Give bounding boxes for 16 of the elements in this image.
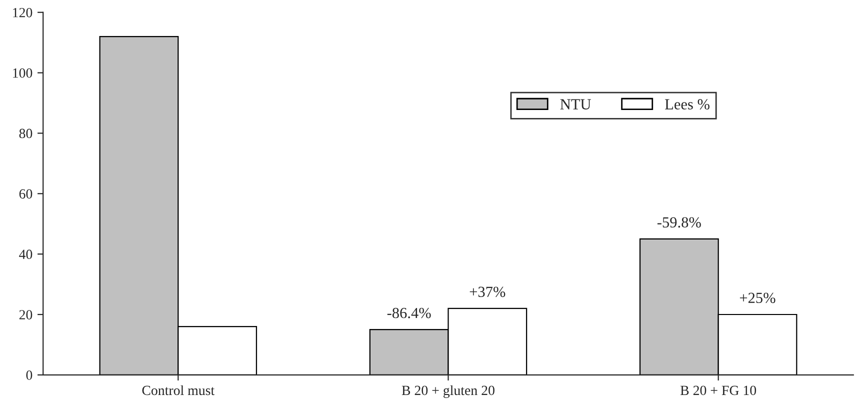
y-tick-label: 20: [19, 310, 32, 320]
x-tick-label: Control must: [142, 385, 215, 396]
annotation: -59.8%: [657, 217, 701, 228]
y-tick-label: 40: [19, 250, 32, 260]
annotation: +25%: [740, 292, 776, 304]
x-tick-label: B 20 + FG 10: [680, 386, 756, 396]
annotation: -86.4%: [387, 308, 431, 318]
x-tick-label: B 20 + gluten 20: [402, 385, 494, 398]
y-tick-label: 0: [26, 370, 32, 380]
annotation: +37%: [470, 286, 506, 298]
legend-label: NTU: [560, 99, 591, 110]
y-tick-label: 80: [19, 128, 32, 138]
y-tick-label: 120: [13, 8, 32, 18]
y-tick-label: 100: [13, 68, 32, 78]
legend-label: Lees %: [665, 99, 710, 110]
y-tick-label: 60: [19, 189, 32, 199]
